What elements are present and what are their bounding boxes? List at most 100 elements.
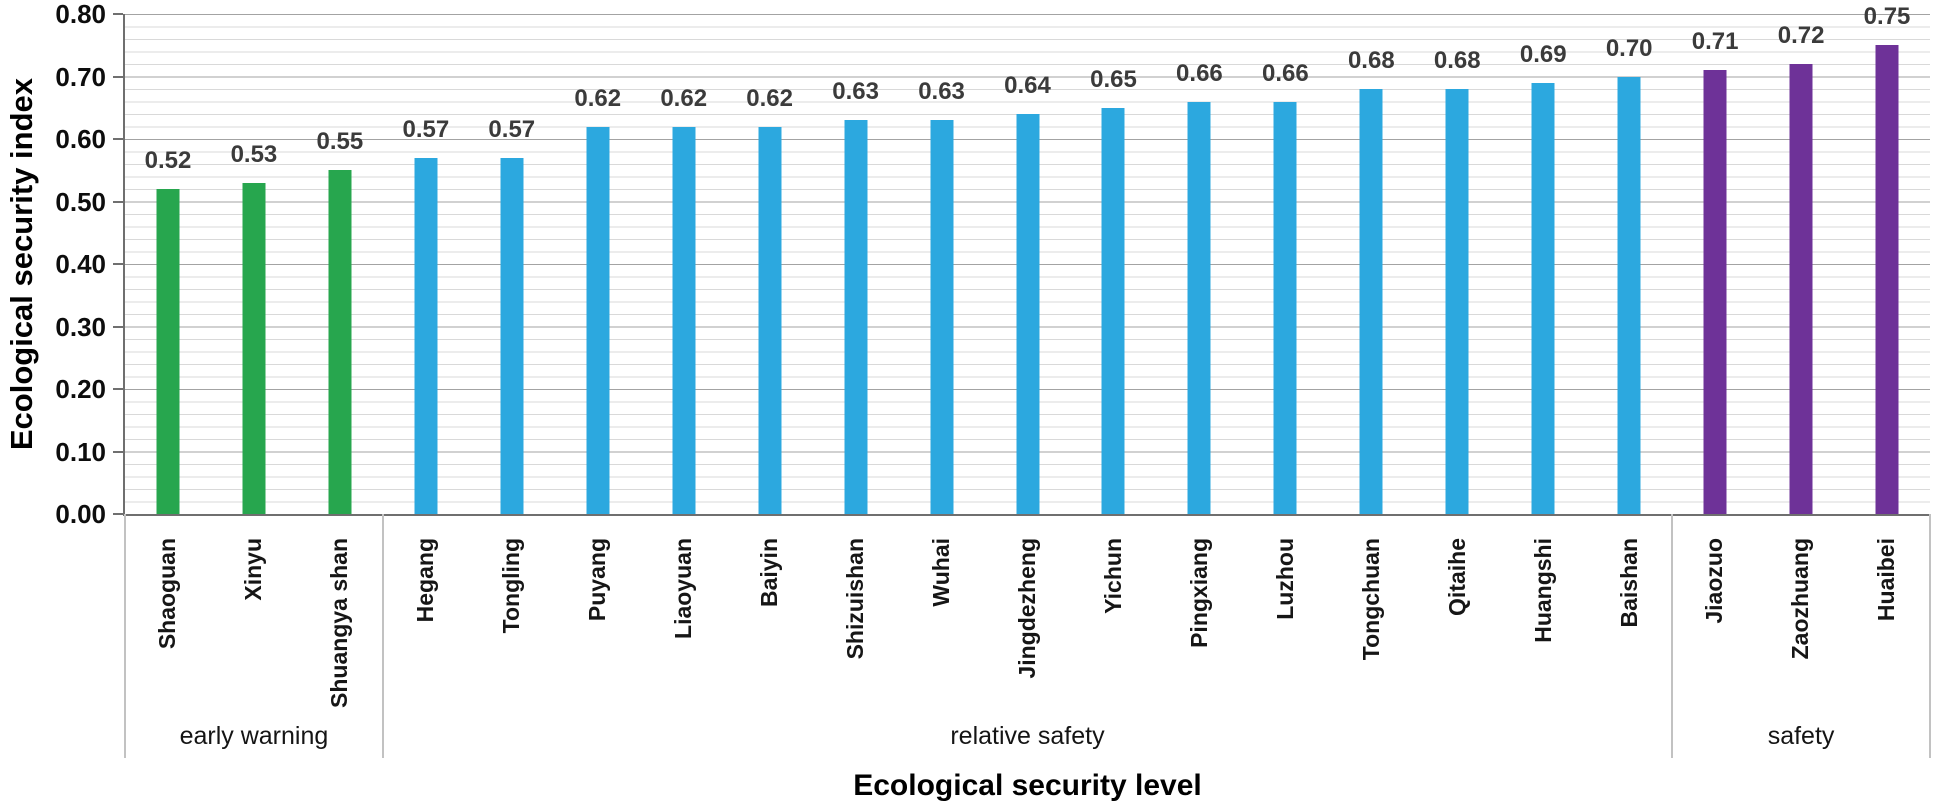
bar-slot: 0.57: [383, 14, 469, 514]
x-axis-line: [123, 514, 1930, 516]
bar: [1101, 107, 1125, 514]
y-tick-label: 0.60: [55, 124, 106, 154]
bar-value-label: 0.62: [746, 84, 793, 112]
y-tick-label: 0.10: [55, 436, 106, 467]
bar-value-label: 0.66: [1176, 59, 1223, 87]
bar: [1789, 64, 1813, 514]
bar: [1273, 101, 1297, 514]
bar: [242, 182, 266, 514]
category-slot: Shuangya shan: [297, 514, 383, 712]
category-label: Zaozhuang: [1787, 538, 1814, 660]
y-tick-mark: [113, 450, 123, 453]
category-label: Huaibei: [1873, 538, 1900, 622]
bar-value-label: 0.63: [832, 78, 879, 106]
bar-value-label: 0.65: [1090, 65, 1137, 93]
category-slot: Qitaihe: [1414, 514, 1500, 712]
group-label: safety: [1767, 722, 1835, 750]
bar: [414, 157, 438, 514]
category-label: Qitaihe: [1443, 538, 1470, 616]
y-axis-line: [123, 14, 125, 516]
x-axis-title: Ecological security level: [853, 769, 1202, 802]
bar-slot: 0.65: [1070, 14, 1156, 514]
category-label: Wuhai: [927, 538, 954, 607]
bar-slot: 0.70: [1586, 14, 1672, 514]
category-label: Baishan: [1615, 538, 1642, 628]
category-slot: Tongling: [469, 514, 555, 712]
bar: [1187, 101, 1211, 514]
bar: [1531, 82, 1555, 514]
y-tick-mark: [113, 263, 123, 265]
bar: [1875, 45, 1899, 514]
bar-slot: 0.55: [297, 14, 383, 514]
bar: [1359, 89, 1383, 514]
category-label: Tongchuan: [1357, 538, 1384, 661]
bar: [1445, 89, 1469, 514]
category-slot: Baishan: [1586, 514, 1672, 712]
y-tick-mark: [113, 13, 123, 15]
bar-slot: 0.62: [727, 14, 813, 514]
bar-slot: 0.71: [1672, 14, 1758, 514]
bar-slot: 0.63: [899, 14, 985, 514]
bar: [672, 126, 696, 514]
bar-slot: 0.52: [125, 14, 211, 514]
y-tick-mark: [113, 513, 123, 515]
bar-slot: 0.66: [1242, 14, 1328, 514]
category-slot: Huangshi: [1500, 514, 1586, 712]
category-label: Shaoguan: [154, 538, 181, 650]
bar-slot: 0.75: [1844, 5, 1930, 514]
category-label: Baiyin: [756, 538, 782, 608]
bar-value-label: 0.55: [316, 128, 364, 156]
category-label: Jiaozuo: [1701, 538, 1728, 624]
y-tick-label: 0.40: [55, 249, 106, 279]
bar-value-label: 0.62: [574, 84, 622, 112]
bar-value-label: 0.57: [488, 115, 536, 143]
bar: [1617, 76, 1641, 514]
bar-slot: 0.68: [1328, 14, 1414, 514]
category-slot: Yichun: [1070, 514, 1156, 712]
category-label: Shizuishan: [841, 538, 868, 660]
category-slot: Luzhou: [1242, 514, 1328, 712]
category-slot: Liaoyuan: [641, 514, 727, 712]
bar: [156, 189, 180, 514]
y-tick-mark: [113, 138, 123, 140]
bar-value-label: 0.63: [918, 78, 965, 106]
group-divider: [1671, 514, 1674, 758]
category-label: Huangshi: [1529, 538, 1556, 643]
bar-value-label: 0.64: [1004, 72, 1051, 99]
bar-value-label: 0.71: [1691, 28, 1739, 56]
plot-area: 0.52 0.53 0.55 0.57 0.57 0.62 0.62 0.62 0.63 0.63…: [125, 5, 1930, 514]
bar-slot: 0.72: [1758, 14, 1844, 514]
bar-value-label: 0.69: [1519, 40, 1567, 68]
bar: [930, 120, 954, 514]
bar: [1703, 70, 1727, 514]
y-tick-label: 0.30: [55, 311, 106, 342]
y-tick-mark: [113, 200, 123, 203]
category-label: Luzhou: [1271, 538, 1298, 620]
bar: [844, 120, 868, 514]
category-label: Pingxiang: [1185, 538, 1212, 648]
bar-slot: 0.69: [1500, 14, 1586, 514]
y-tick-label: 0.80: [55, 0, 106, 29]
bar: [586, 126, 610, 514]
y-tick-mark: [113, 75, 123, 78]
category-label: Puyang: [584, 538, 611, 622]
category-label: Tongling: [498, 538, 525, 634]
bar-slot: 0.64: [985, 14, 1071, 514]
y-tick-label: 0.00: [55, 499, 106, 529]
bar-value-label: 0.75: [1863, 3, 1911, 31]
category-slot: Jiaozuo: [1672, 514, 1758, 712]
category-slot: Hegang: [383, 514, 469, 712]
category-slot: Shizuishan: [813, 514, 899, 712]
group-label: early warning: [179, 722, 329, 750]
category-label: Yichun: [1099, 538, 1126, 614]
bar-value-label: 0.57: [402, 115, 450, 143]
y-tick-label: 0.70: [55, 61, 106, 92]
bar-value-label: 0.62: [660, 84, 708, 112]
category-labels: Shaoguan Xinyu Shuangya shan Hegang Tongling…: [125, 514, 1930, 712]
category-label: Liaoyuan: [670, 538, 697, 639]
category-label-band: Shaoguan Xinyu Shuangya shan Hegang Tongling…: [124, 514, 1931, 758]
bar: [500, 157, 524, 514]
bar-value-label: 0.53: [230, 140, 278, 168]
group-divider: [381, 514, 384, 758]
